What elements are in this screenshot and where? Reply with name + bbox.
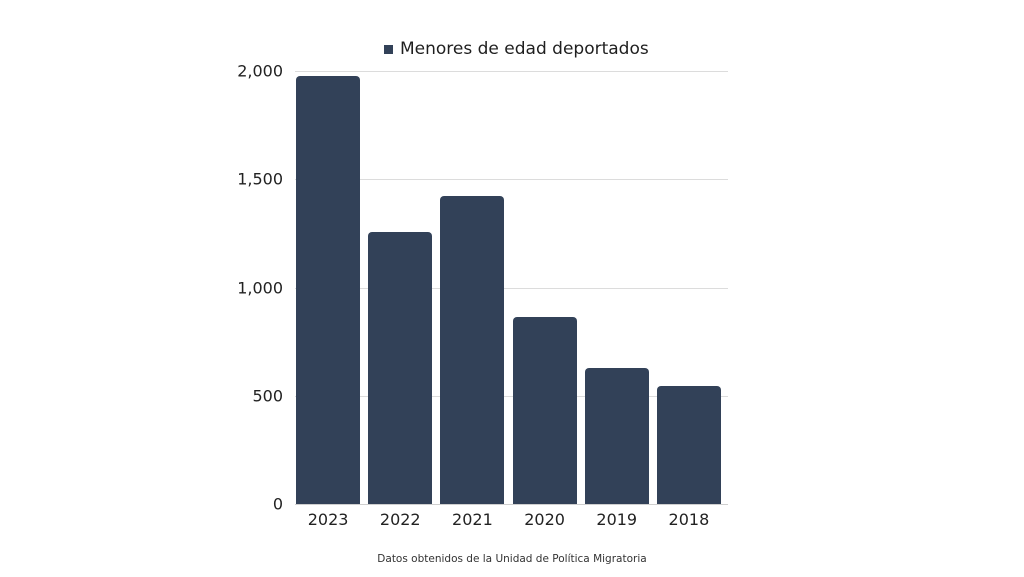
gridline (295, 179, 728, 181)
plot-area (295, 71, 728, 504)
gridline (295, 71, 728, 72)
source-note: Datos obtenidos de la Unidad de Política… (377, 553, 647, 565)
bar-2021 (440, 195, 505, 504)
bar-2019 (584, 368, 649, 504)
x-tick-label: 2019 (596, 510, 638, 529)
bar-2018 (656, 386, 721, 504)
bar-2020 (512, 316, 577, 504)
x-tick-label: 2023 (307, 510, 349, 529)
y-tick-label: 1,500 (237, 169, 283, 189)
x-axis-line (295, 504, 728, 505)
legend-swatch-icon (384, 44, 393, 54)
y-tick-label: 2,000 (237, 61, 283, 81)
y-tick-label: 500 (252, 386, 283, 406)
chart-legend: Menores de edad deportados (384, 36, 649, 62)
bar-2023 (296, 75, 361, 504)
bar-2022 (368, 232, 433, 504)
x-tick-label: 2022 (379, 510, 421, 529)
legend-label: Menores de edad deportados (400, 39, 649, 59)
gridline (295, 287, 728, 289)
x-tick-label: 2018 (668, 510, 710, 529)
y-tick-label: 1,000 (237, 278, 283, 297)
x-tick-label: 2021 (452, 510, 493, 529)
y-tick-label: 0 (272, 494, 283, 514)
x-tick-label: 2020 (524, 510, 565, 529)
gridline (295, 395, 728, 397)
